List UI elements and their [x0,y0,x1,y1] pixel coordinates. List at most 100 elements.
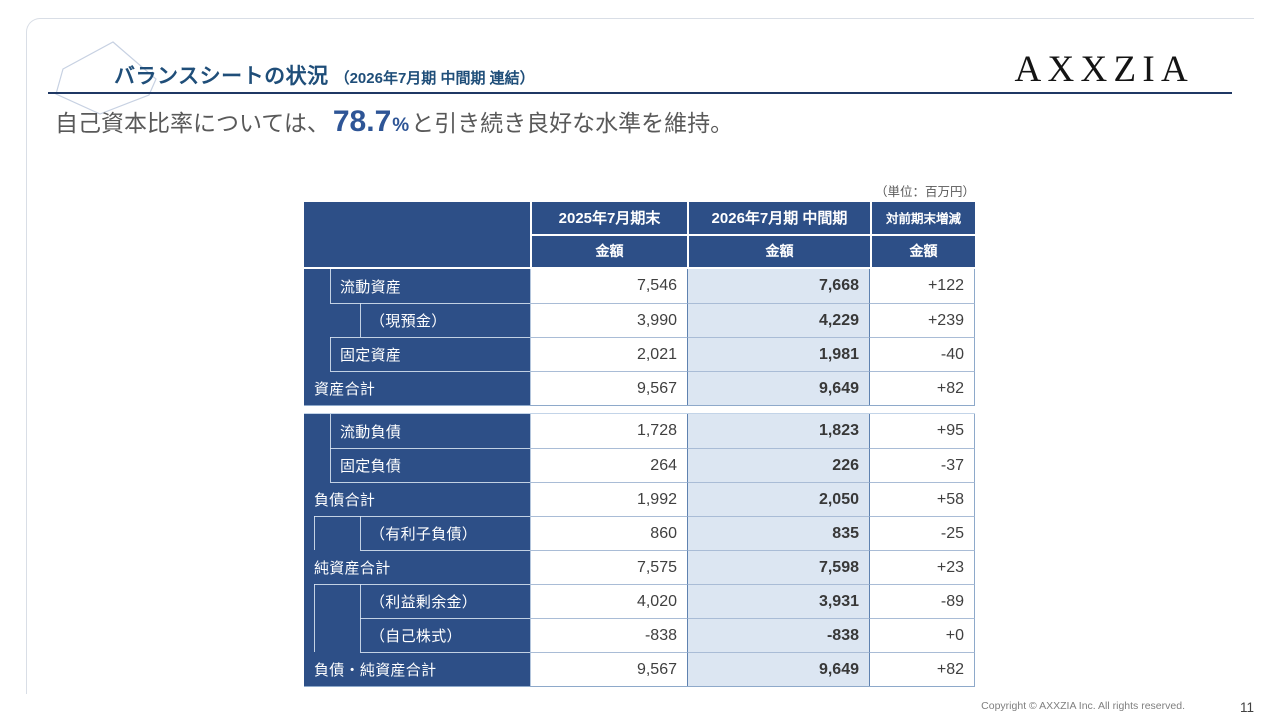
value-2026: 9,649 [687,371,870,405]
table-body: 流動資産 7,546 7,668 +122 （現預金） 3,990 4,229 +239 固定資… [304,269,975,687]
row-label: 純資産合計 [304,550,530,584]
value-diff: -37 [870,448,975,482]
value-2025: 1,728 [530,414,687,448]
lead-suffix: と引き続き良好な水準を維持。 [411,110,734,136]
table-block-gap [304,406,975,413]
value-2026: 835 [687,516,870,550]
table-row: 流動負債 1,728 1,823 +95 [304,414,975,448]
table-row: （自己株式） -838 -838 +0 [304,618,975,652]
table-row: 負債・純資産合計 9,567 9,649 +82 [304,652,975,686]
header-col-2026-label: 2026年7月期 中間期 [689,202,870,236]
row-label: 固定資産 [304,337,530,371]
tree-line-vertical [330,414,331,448]
tree-line-horizontal [330,371,530,372]
value-diff: +239 [870,303,975,337]
value-2025: 1,992 [530,482,687,516]
row-label: （自己株式） [304,618,530,652]
page-title: バランスシートの状況 （2026年7月期 中間期 連結） [114,60,535,90]
table-header: 2025年7月期末 金額 2026年7月期 中間期 金額 対前期末増減 金額 [304,202,975,269]
table-row: 資産合計 9,567 9,649 +82 [304,371,975,405]
table-row: （有利子負債） 860 835 -25 [304,516,975,550]
table-row: 固定資産 2,021 1,981 -40 [304,337,975,371]
table-block-liabilities-net-assets: 流動負債 1,728 1,823 +95 固定負債 264 226 -37 負債合計 1,992 2… [304,413,975,687]
tree-line-vertical [314,516,315,550]
value-diff: +122 [870,269,975,303]
tree-line-vertical [360,516,361,550]
tree-line-vertical [330,448,331,482]
tree-line-vertical [330,269,331,303]
tree-line-vertical [360,618,361,652]
value-2025: 7,546 [530,269,687,303]
company-logo: AXXZIA [1014,49,1194,90]
table-row: 負債合計 1,992 2,050 +58 [304,482,975,516]
tree-line-vertical [360,303,361,337]
value-2026: 4,229 [687,303,870,337]
tree-line-vertical [360,584,361,618]
tree-line-horizontal [314,516,530,517]
tree-line-horizontal [330,448,530,449]
tree-line-horizontal [360,618,530,619]
value-2026: 7,598 [687,550,870,584]
row-label: 負債合計 [304,482,530,516]
hexagon-decoration [55,41,157,115]
value-2026: -838 [687,618,870,652]
value-2025: 7,575 [530,550,687,584]
copyright-text: Copyright © AXXZIA Inc. All rights reser… [981,700,1185,712]
balance-sheet-table: 2025年7月期末 金額 2026年7月期 中間期 金額 対前期末増減 金額 流… [304,202,975,687]
value-2025: 2,021 [530,337,687,371]
tree-line-horizontal [360,550,530,551]
header-col-2025-sub: 金額 [595,243,624,259]
tree-line-horizontal [360,652,530,653]
page-number: 11 [1239,700,1254,715]
tree-line-vertical [314,618,315,652]
tree-line-vertical [330,337,331,371]
table-row: 固定負債 264 226 -37 [304,448,975,482]
value-2025: 9,567 [530,371,687,405]
title-period-note: （2026年7月期 中間期 連結） [334,70,535,87]
row-label: 資産合計 [304,371,530,405]
equity-ratio-unit: % [392,115,410,136]
row-label: （利益剰余金） [304,584,530,618]
value-2026: 7,668 [687,269,870,303]
header-col-2026-sub: 金額 [765,243,794,259]
table-row: 純資産合計 7,575 7,598 +23 [304,550,975,584]
value-diff: +82 [870,371,975,405]
value-2026: 226 [687,448,870,482]
value-2026: 1,823 [687,414,870,448]
value-2025: -838 [530,618,687,652]
header-col-diff-sub: 金額 [909,243,938,259]
table-row: 流動資産 7,546 7,668 +122 [304,269,975,303]
row-label: 固定負債 [304,448,530,482]
value-2026: 2,050 [687,482,870,516]
value-diff: -25 [870,516,975,550]
value-diff: -89 [870,584,975,618]
header-col-2025: 2025年7月期末 金額 [530,202,687,267]
header-col-2025-label: 2025年7月期末 [532,202,687,236]
title-text: バランスシートの状況 [114,65,329,88]
value-2025: 4,020 [530,584,687,618]
lead-statement: 自己資本比率については、 78.7%と引き続き良好な水準を維持。 [55,104,733,139]
table-block-assets: 流動資産 7,546 7,668 +122 （現預金） 3,990 4,229 +239 固定資… [304,269,975,406]
value-diff: +23 [870,550,975,584]
unit-note: （単位：百万円） [874,185,975,199]
value-diff: -40 [870,337,975,371]
tree-line-vertical [314,584,315,618]
title-underline [48,92,1232,94]
header-col-2026: 2026年7月期 中間期 金額 [687,202,870,267]
row-label: 流動資産 [304,269,530,303]
lead-prefix: 自己資本比率については、 [55,110,330,136]
header-col-diff: 対前期末増減 金額 [870,202,975,267]
value-diff: +58 [870,482,975,516]
row-label: （現預金） [304,303,530,337]
tree-line-horizontal [330,303,530,304]
table-row: （利益剰余金） 4,020 3,931 -89 [304,584,975,618]
value-2026: 9,649 [687,652,870,686]
value-2025: 9,567 [530,652,687,686]
value-diff: +0 [870,618,975,652]
tree-line-horizontal [330,482,530,483]
row-label: （有利子負債） [304,516,530,550]
table-row: （現預金） 3,990 4,229 +239 [304,303,975,337]
row-label: 負債・純資産合計 [304,652,530,686]
value-2026: 3,931 [687,584,870,618]
value-diff: +95 [870,414,975,448]
